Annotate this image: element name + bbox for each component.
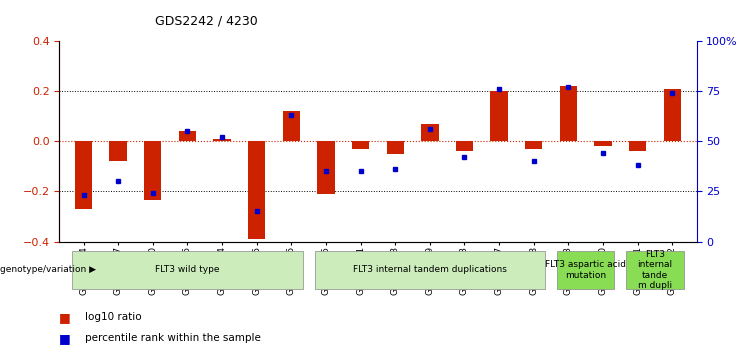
FancyBboxPatch shape bbox=[557, 250, 614, 289]
Bar bbox=[75, 141, 92, 209]
Bar bbox=[213, 139, 230, 141]
Bar bbox=[594, 141, 611, 146]
Bar bbox=[456, 141, 473, 151]
FancyBboxPatch shape bbox=[72, 250, 303, 289]
Text: FLT3 internal tandem duplications: FLT3 internal tandem duplications bbox=[353, 265, 507, 275]
Text: FLT3
internal
tande
m dupli: FLT3 internal tande m dupli bbox=[637, 250, 673, 290]
Text: ■: ■ bbox=[59, 332, 71, 345]
FancyBboxPatch shape bbox=[626, 250, 684, 289]
Bar bbox=[629, 141, 646, 151]
Bar bbox=[525, 141, 542, 149]
Bar bbox=[282, 111, 300, 141]
FancyBboxPatch shape bbox=[314, 250, 545, 289]
Bar bbox=[664, 89, 681, 141]
Bar bbox=[491, 91, 508, 141]
Bar bbox=[110, 141, 127, 161]
Bar bbox=[317, 141, 335, 194]
Bar bbox=[179, 131, 196, 141]
Bar bbox=[387, 141, 404, 154]
Bar bbox=[144, 141, 162, 200]
Text: ■: ■ bbox=[59, 311, 71, 324]
Bar bbox=[559, 87, 577, 141]
Bar bbox=[352, 141, 369, 149]
Bar bbox=[248, 141, 265, 239]
Text: FLT3 wild type: FLT3 wild type bbox=[155, 265, 219, 275]
Text: GDS2242 / 4230: GDS2242 / 4230 bbox=[155, 14, 258, 28]
Text: genotype/variation ▶: genotype/variation ▶ bbox=[0, 265, 96, 275]
Text: log10 ratio: log10 ratio bbox=[85, 313, 142, 322]
Text: FLT3 aspartic acid
mutation: FLT3 aspartic acid mutation bbox=[545, 260, 626, 280]
Text: percentile rank within the sample: percentile rank within the sample bbox=[85, 333, 261, 343]
Bar bbox=[421, 124, 439, 141]
